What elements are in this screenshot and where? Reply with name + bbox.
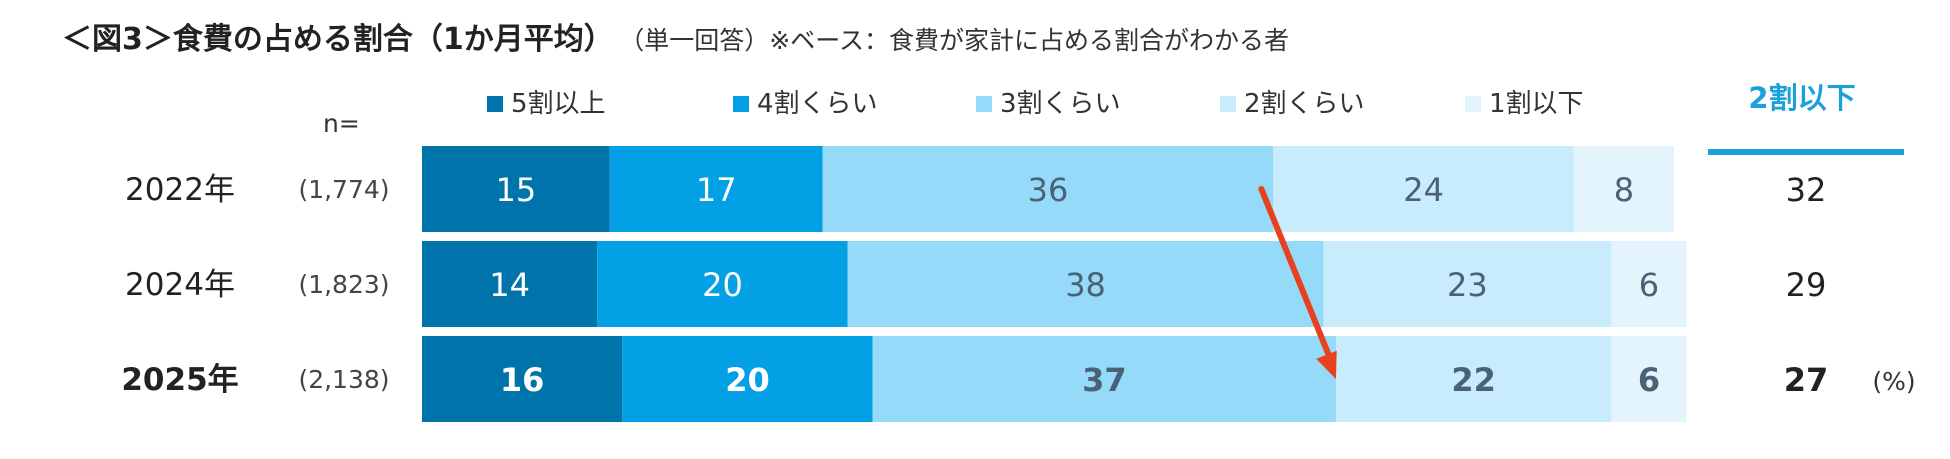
- legend-label-5: 1割以下: [1489, 89, 1584, 119]
- bar-segment-r3-s5: [1611, 336, 1687, 422]
- legend-swatch-5: [1465, 96, 1481, 112]
- bar-segment-r3-s2: [622, 336, 873, 422]
- legend-swatch-4: [1220, 96, 1236, 112]
- bar-segment-r1-s1: [422, 146, 610, 232]
- bar-segment-r1-s5: [1573, 146, 1674, 232]
- row-label-2: 2024年: [125, 267, 235, 303]
- chart-subtitle: （単一回答）※ベース：食費が家計に占める割合がわかる者: [631, 26, 1289, 55]
- data-label-r3-s5: 6: [1638, 361, 1660, 399]
- unit-label: (%): [1872, 367, 1915, 396]
- summary-value-2: 29: [1786, 266, 1827, 304]
- bar-segment-r2-s1: [422, 241, 598, 327]
- data-label-r2-s1: 14: [489, 266, 530, 304]
- bar-segment-r1-s4: [1273, 146, 1574, 232]
- bar-segment-r1-s3: [822, 146, 1274, 232]
- data-label-r1-s1: 15: [496, 171, 537, 209]
- summary-title: 2割以下: [1748, 81, 1855, 115]
- annotation-arrow-head: [1316, 350, 1337, 379]
- legend-swatch-2: [733, 96, 749, 112]
- data-label-r2-s4: 23: [1447, 266, 1488, 304]
- summary-value-1: 32: [1786, 171, 1827, 209]
- bar-segment-r3-s1: [422, 336, 623, 422]
- n-value-2: (1,823): [298, 270, 389, 299]
- data-label-r1-s3: 36: [1028, 171, 1069, 209]
- n-header: n=: [323, 109, 360, 138]
- data-label-r2-s3: 38: [1065, 266, 1106, 304]
- data-label-r2-s5: 6: [1639, 266, 1659, 304]
- legend-swatch-1: [487, 96, 503, 112]
- n-value-3: (2,138): [298, 365, 389, 394]
- bar-segment-r3-s3: [872, 336, 1336, 422]
- summary-value-3: 27: [1784, 361, 1829, 399]
- data-label-r1-s4: 24: [1403, 171, 1444, 209]
- row-label-3: 2025年: [121, 362, 238, 398]
- bar-segment-r2-s2: [597, 241, 848, 327]
- data-label-r2-s2: 20: [702, 266, 743, 304]
- bar-segment-r2-s3: [847, 241, 1324, 327]
- data-label-r3-s3: 37: [1082, 361, 1127, 399]
- n-value-1: (1,774): [298, 175, 389, 204]
- bar-segment-r2-s5: [1611, 241, 1687, 327]
- legend-label-1: 5割以上: [511, 89, 606, 119]
- legend-label-2: 4割くらい: [757, 89, 878, 119]
- row-label-1: 2022年: [125, 172, 235, 208]
- summary-underline: [1708, 149, 1904, 155]
- legend-swatch-3: [976, 96, 992, 112]
- data-label-r1-s2: 17: [696, 171, 737, 209]
- bar-segment-r1-s2: [609, 146, 823, 232]
- legend-label-3: 3割くらい: [1000, 89, 1121, 119]
- bar-segment-r3-s4: [1335, 336, 1612, 422]
- data-label-r3-s1: 16: [500, 361, 545, 399]
- data-label-r3-s4: 22: [1451, 361, 1496, 399]
- data-label-r1-s5: 8: [1614, 171, 1634, 209]
- data-label-r3-s2: 20: [725, 361, 770, 399]
- chart-title-row: ＜図3＞食費の占める割合（1か月平均） （単一回答）※ベース：食費が家計に占める割…: [62, 14, 1289, 58]
- bar-segment-r2-s4: [1323, 241, 1612, 327]
- legend-label-4: 2割くらい: [1244, 89, 1365, 119]
- annotation-arrow-line: [1258, 186, 1335, 366]
- chart-title: ＜図3＞食費の占める割合（1か月平均）: [62, 22, 614, 57]
